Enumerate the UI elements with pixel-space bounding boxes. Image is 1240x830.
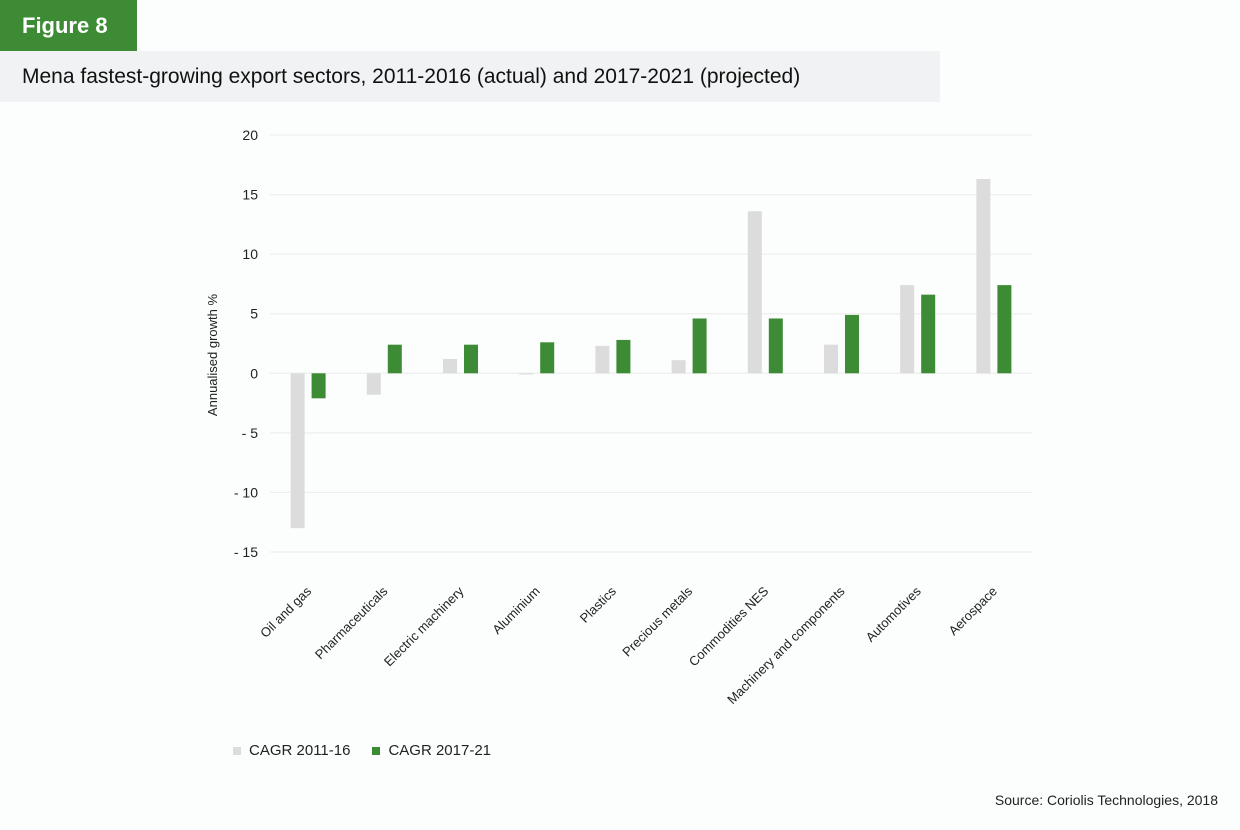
bars: [290, 179, 1012, 529]
legend-swatch-2011-16: [233, 746, 241, 755]
y-tick-label: 5: [250, 306, 258, 322]
source-note: Source: Coriolis Technologies, 2018: [994, 792, 1218, 808]
bar-2017-21: [616, 339, 631, 374]
bar-2017-21: [997, 285, 1012, 374]
bar-2011-16: [519, 373, 534, 375]
bar-2011-16: [671, 360, 686, 374]
bar-2011-16: [290, 373, 305, 529]
y-tick-label: 15: [242, 187, 258, 203]
bar-2017-21: [464, 344, 478, 374]
y-tick-label: 10: [242, 246, 258, 262]
bar-2011-16: [595, 345, 610, 374]
x-category-label: Automotives: [863, 583, 925, 645]
bar-2017-21: [311, 373, 326, 399]
x-category-label: Plastics: [577, 583, 620, 626]
x-category-label: Pharmaceuticals: [312, 583, 391, 662]
y-tick-label: 20: [242, 127, 258, 143]
y-tick-label: - 10: [234, 484, 258, 500]
figure-label: Figure 8: [0, 0, 137, 51]
y-axis-ticks: 20 15 10 5 0 - 5 - 10 - 15: [234, 127, 258, 560]
bar-2011-16: [976, 179, 991, 374]
legend-swatch-2017-21: [372, 746, 381, 755]
chart-title-bar: Mena fastest-growing export sectors, 201…: [0, 51, 940, 102]
y-tick-label: - 15: [234, 544, 258, 560]
legend-label-2017-21: CAGR 2017-21: [388, 742, 492, 759]
bar-2011-16: [900, 285, 915, 374]
bar-2011-16: [443, 358, 457, 374]
bar-2017-21: [768, 318, 783, 374]
x-category-label: Electric machinery: [381, 583, 467, 669]
y-tick-label: - 5: [242, 425, 259, 441]
legend-label-2011-16: CAGR 2011-16: [249, 742, 351, 759]
bar-2011-16: [366, 373, 381, 395]
bar-2011-16: [824, 344, 838, 374]
x-category-label: Commodities NES: [686, 583, 772, 669]
x-category-label: Aluminium: [489, 584, 543, 638]
x-category-label: Precious metals: [619, 583, 695, 659]
bar-2017-21: [845, 314, 859, 374]
legend-item-2017-21: CAGR 2017-21: [372, 742, 491, 759]
legend: CAGR 2011-16 CAGR 2017-21: [233, 742, 491, 759]
bar-2017-21: [387, 344, 402, 374]
bar-chart: 20 15 10 5 0 - 5 - 10 - 15 Oil and gasPharmaceu…: [205, 127, 1032, 707]
bar-2017-21: [540, 342, 555, 374]
x-category-label: Aerospace: [945, 584, 1000, 639]
x-category-label: Oil and gas: [257, 583, 314, 640]
legend-item-2011-16: CAGR 2011-16: [233, 742, 350, 759]
gridlines: [270, 134, 1032, 553]
bar-2017-21: [692, 318, 707, 374]
chart-title: Mena fastest-growing export sectors, 201…: [22, 64, 801, 88]
bar-2011-16: [747, 211, 762, 374]
y-tick-label: 0: [250, 365, 258, 381]
y-axis-label: Annualised growth %: [205, 294, 220, 417]
bar-2017-21: [921, 294, 936, 374]
